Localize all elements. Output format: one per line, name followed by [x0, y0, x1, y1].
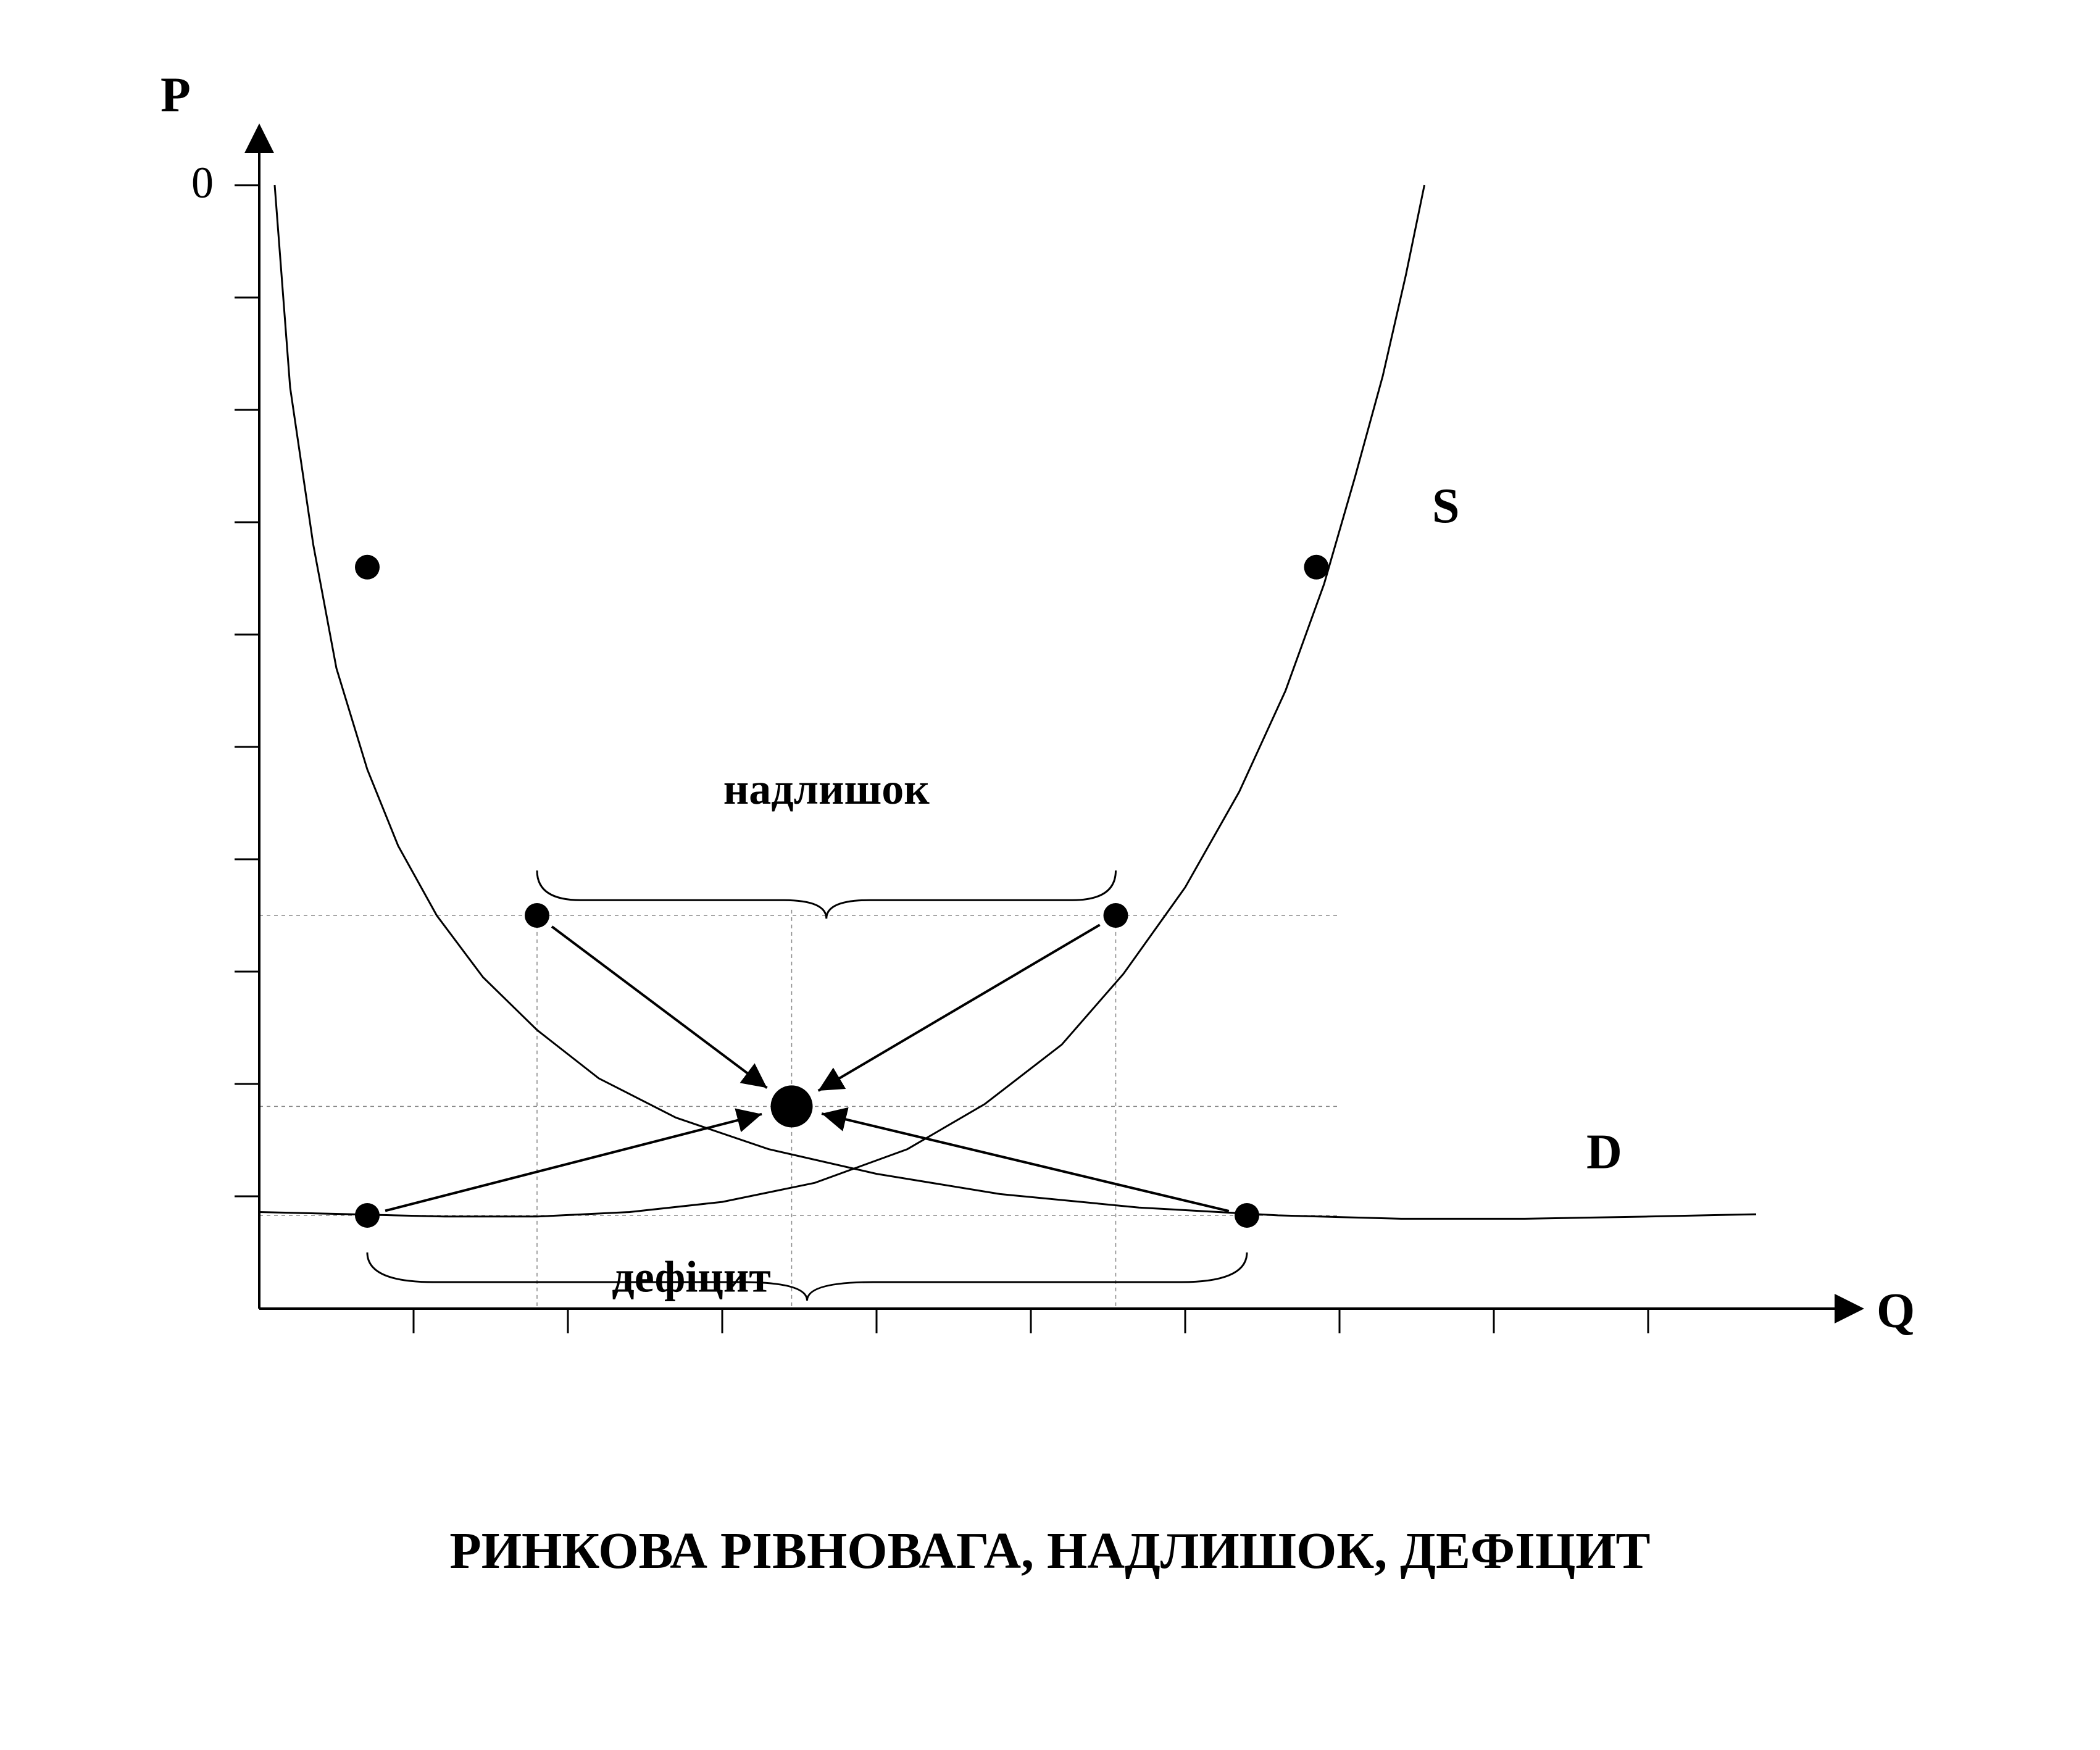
supply-label: S	[1432, 479, 1460, 533]
demand-curve	[275, 185, 1756, 1219]
deficit-label: дефіцит	[612, 1252, 770, 1302]
point-deficit-right	[1235, 1203, 1259, 1228]
figure-caption: РИНКОВА РІВНОВАГА, НАДЛИШОК, ДЕФІЦИТ	[449, 1522, 1650, 1580]
supply-demand-chart: P0 Q S Dнадлишок дефіцит РИНКОВА РІВНОВАГА, Н…	[0, 0, 2100, 1750]
y-axis-label: P	[160, 68, 191, 122]
convergence-arrows	[385, 925, 1229, 1211]
point-surplus-left	[525, 903, 549, 928]
demand-label: D	[1586, 1125, 1622, 1180]
point-surplus-right	[1104, 903, 1128, 928]
point-demand-upper	[355, 555, 380, 580]
deficit-brace	[367, 1252, 1247, 1301]
surplus-label: надлишок	[723, 764, 930, 814]
supply-curve	[259, 185, 1425, 1217]
curves	[259, 185, 1756, 1219]
origin-label: 0	[191, 158, 214, 207]
surplus-brace	[537, 870, 1116, 919]
point-supply-upper	[1304, 555, 1329, 580]
point-equilibrium	[771, 1085, 813, 1127]
point-deficit-left	[355, 1203, 380, 1228]
x-axis-label: Q	[1877, 1284, 1915, 1338]
